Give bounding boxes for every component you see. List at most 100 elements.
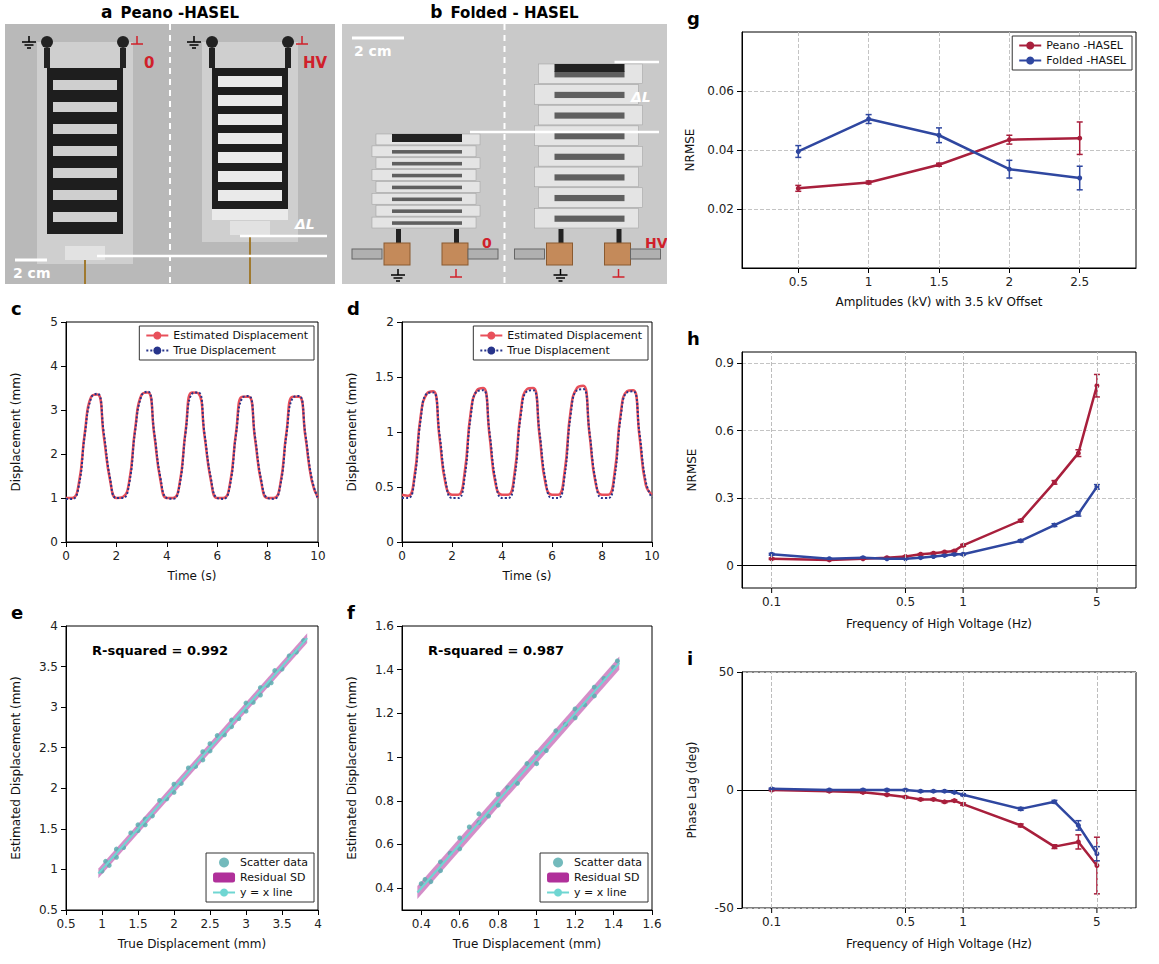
svg-text:R-squared = 0.992: R-squared = 0.992 [92, 643, 228, 658]
svg-text:True Displacement (mm): True Displacement (mm) [117, 937, 266, 951]
svg-text:5: 5 [1093, 915, 1101, 929]
svg-text:3: 3 [242, 917, 250, 931]
svg-text:Displacement (mm): Displacement (mm) [9, 372, 23, 491]
svg-text:4: 4 [50, 359, 58, 373]
svg-text:0.4: 0.4 [375, 881, 394, 895]
svg-text:Estimated Displacement: Estimated Displacement [173, 329, 308, 342]
svg-text:1.5: 1.5 [929, 275, 948, 289]
svg-text:Time (s): Time (s) [502, 569, 552, 583]
svg-text:2.5: 2.5 [200, 917, 219, 931]
svg-text:2: 2 [386, 315, 394, 329]
svg-text:1: 1 [50, 491, 58, 505]
svg-text:0.5: 0.5 [56, 917, 75, 931]
svg-text:0.9: 0.9 [715, 356, 734, 370]
svg-text:Peano -HASEL: Peano -HASEL [1046, 39, 1124, 52]
svg-text:2: 2 [1006, 275, 1014, 289]
svg-text:Phase Lag (deg): Phase Lag (deg) [685, 741, 699, 838]
svg-text:1.6: 1.6 [642, 917, 661, 931]
svg-text:Estimated Displacement (mm): Estimated Displacement (mm) [345, 676, 359, 860]
svg-text:1: 1 [959, 915, 967, 929]
svg-text:Estimated Displacement (mm): Estimated Displacement (mm) [9, 676, 23, 860]
svg-text:1.4: 1.4 [604, 917, 623, 931]
svg-text:HV: HV [645, 235, 667, 251]
svg-text:2.5: 2.5 [39, 741, 58, 755]
svg-text:Scatter data: Scatter data [240, 856, 308, 869]
svg-text:6: 6 [548, 549, 556, 563]
svg-text:2: 2 [50, 781, 58, 795]
svg-text:Scatter data: Scatter data [574, 856, 642, 869]
svg-text:0: 0 [726, 559, 734, 573]
svg-text:c: c [11, 298, 22, 319]
svg-text:0.6: 0.6 [375, 837, 394, 851]
svg-text:5: 5 [50, 315, 58, 329]
svg-text:Residual SD: Residual SD [574, 871, 639, 884]
svg-text:1.4: 1.4 [375, 663, 394, 677]
svg-text:0.6: 0.6 [450, 917, 469, 931]
svg-text:0.6: 0.6 [715, 424, 734, 438]
svg-text:0: 0 [62, 549, 70, 563]
svg-text:0: 0 [144, 54, 154, 72]
svg-text:0.1: 0.1 [762, 595, 781, 609]
svg-text:i: i [687, 648, 693, 669]
svg-text:0.5: 0.5 [896, 595, 915, 609]
svg-text:0.5: 0.5 [789, 275, 808, 289]
svg-text:0.04: 0.04 [707, 143, 734, 157]
svg-text:1.5: 1.5 [128, 917, 147, 931]
svg-text:0.3: 0.3 [715, 491, 734, 505]
svg-text:2 cm: 2 cm [13, 265, 51, 281]
svg-text:4: 4 [498, 549, 506, 563]
svg-text:1: 1 [533, 917, 541, 931]
svg-text:Frequency of High Voltage (Hz): Frequency of High Voltage (Hz) [846, 937, 1032, 951]
svg-text:1.2: 1.2 [566, 917, 585, 931]
svg-text:0.8: 0.8 [375, 794, 394, 808]
svg-text:True Displacement: True Displacement [172, 344, 276, 357]
svg-text:5: 5 [1093, 595, 1101, 609]
svg-text:8: 8 [598, 549, 606, 563]
svg-text:0: 0 [398, 549, 406, 563]
svg-text:True Displacement (mm): True Displacement (mm) [452, 937, 601, 951]
svg-text:3.5: 3.5 [39, 660, 58, 674]
svg-text:1.5: 1.5 [375, 370, 394, 384]
svg-text:0.1: 0.1 [762, 915, 781, 929]
svg-text:4: 4 [50, 619, 58, 633]
svg-text:0.4: 0.4 [412, 917, 431, 931]
svg-text:2: 2 [448, 549, 456, 563]
svg-text:Estimated Displacement: Estimated Displacement [507, 329, 642, 342]
svg-text:e: e [11, 602, 23, 623]
svg-text:0: 0 [50, 535, 58, 549]
svg-text:g: g [687, 8, 700, 29]
svg-text:NRMSE: NRMSE [683, 129, 697, 172]
svg-text:2: 2 [113, 549, 121, 563]
svg-text:R-squared = 0.987: R-squared = 0.987 [428, 643, 564, 658]
svg-text:Displacement (mm): Displacement (mm) [345, 372, 359, 491]
svg-text:2: 2 [50, 447, 58, 461]
svg-text:Residual SD: Residual SD [240, 871, 305, 884]
svg-text:ΔL: ΔL [294, 216, 315, 232]
svg-text:0.5: 0.5 [896, 915, 915, 929]
svg-text:2: 2 [170, 917, 178, 931]
svg-text:0.5: 0.5 [39, 903, 58, 917]
svg-text:d: d [347, 298, 360, 319]
svg-text:Folded -HASEL: Folded -HASEL [1046, 54, 1127, 67]
svg-text:6: 6 [213, 549, 221, 563]
svg-text:True Displacement: True Displacement [506, 344, 610, 357]
svg-text:1: 1 [386, 750, 394, 764]
svg-text:1: 1 [959, 595, 967, 609]
svg-text:Amplitudes (kV) with 3.5 kV Of: Amplitudes (kV) with 3.5 kV Offset [835, 295, 1042, 309]
svg-text:1: 1 [50, 862, 58, 876]
svg-text:h: h [687, 328, 700, 349]
svg-text:4: 4 [163, 549, 171, 563]
svg-text:y = x line: y = x line [574, 886, 627, 899]
svg-text:0.8: 0.8 [489, 917, 508, 931]
svg-text:1.5: 1.5 [39, 822, 58, 836]
svg-text:0: 0 [482, 235, 492, 251]
svg-text:ΔL: ΔL [630, 89, 651, 105]
svg-text:0: 0 [386, 535, 394, 549]
svg-text:4: 4 [314, 917, 322, 931]
svg-text:2.5: 2.5 [1070, 275, 1089, 289]
svg-text:3: 3 [50, 700, 58, 714]
svg-text:3: 3 [50, 403, 58, 417]
svg-text:10: 10 [644, 549, 659, 563]
svg-text:1: 1 [386, 425, 394, 439]
svg-text:3.5: 3.5 [272, 917, 291, 931]
